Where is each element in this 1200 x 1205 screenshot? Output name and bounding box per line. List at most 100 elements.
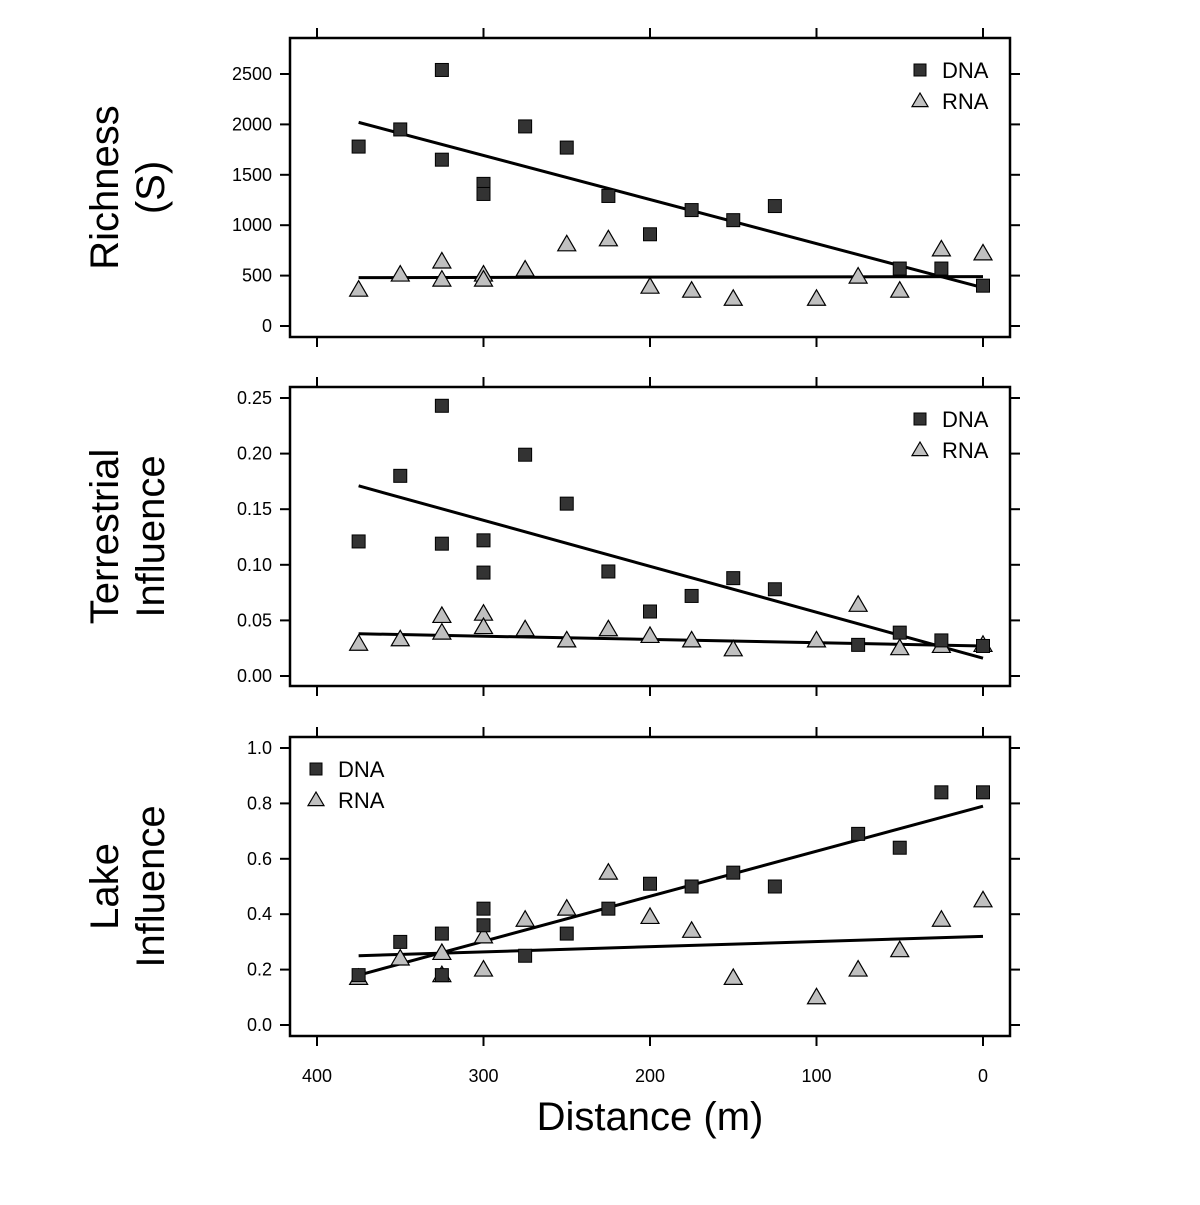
dna-point (934, 261, 949, 276)
rna-point (889, 280, 910, 298)
dna-series (351, 62, 990, 293)
rna-point (390, 948, 411, 966)
y-tick-label: 0.05 (237, 610, 272, 630)
dna-point (892, 261, 907, 276)
rna-point (473, 926, 494, 944)
x-tick-label: 100 (801, 1066, 831, 1086)
rna-point (681, 630, 702, 648)
dna-series (351, 398, 990, 653)
dna-point (851, 826, 866, 841)
rna-point (473, 616, 494, 635)
y-tick-label: 0.6 (247, 849, 272, 869)
y-tick-label: 500 (242, 266, 272, 286)
legend: DNA RNA (910, 407, 989, 463)
dna-point (601, 564, 616, 579)
dna-point (434, 926, 449, 941)
rna-point (639, 625, 661, 644)
dna-point (476, 918, 491, 933)
rna-point (390, 629, 411, 647)
legend-label-rna: RNA (942, 89, 989, 114)
y-axis-label-line: Influence (129, 805, 173, 967)
dna-point (434, 398, 449, 413)
dna-point (351, 534, 366, 549)
dna-point (393, 934, 408, 949)
x-tick-label: 0 (978, 1066, 988, 1086)
rna-point (431, 605, 452, 624)
dna-point (767, 582, 782, 597)
rna-point (889, 638, 910, 656)
rna-point (598, 862, 619, 880)
rna-point (806, 288, 827, 306)
rna-point (473, 959, 494, 977)
dna-point (684, 203, 699, 218)
rna-point (556, 898, 577, 916)
y-axis-label: Richness(S) (83, 105, 173, 270)
rna-point (889, 940, 910, 958)
dna-point (434, 62, 449, 77)
legend-marker-dna (913, 63, 927, 77)
rna-point (348, 279, 369, 297)
rna-fit-line (358, 275, 984, 280)
rna-point (515, 909, 536, 927)
rna-point (639, 906, 661, 925)
rna-point (390, 264, 411, 282)
y-tick-label: 0.0 (247, 1015, 272, 1035)
y-tick-label: 0.00 (237, 666, 272, 686)
rna-point (848, 594, 869, 612)
rna-point (681, 280, 702, 298)
rna-point (598, 229, 619, 247)
rna-point (931, 239, 952, 257)
y-axis-label-line: Terrestrial (83, 449, 127, 625)
legend-label-dna: DNA (942, 58, 989, 83)
y-tick-label: 2000 (232, 114, 272, 134)
dna-point (559, 140, 574, 155)
rna-point (931, 909, 952, 927)
rna-point (681, 920, 702, 938)
dna-point (726, 865, 741, 880)
dna-point (601, 901, 616, 916)
dna-point (393, 468, 408, 483)
dna-fit-line (358, 804, 984, 977)
rna-point (431, 942, 452, 961)
y-tick-label: 0.15 (237, 499, 272, 519)
legend-label-rna: RNA (942, 438, 989, 463)
y-tick-label: 0 (262, 316, 272, 336)
dna-fit-line (358, 120, 984, 290)
rna-point (598, 619, 619, 637)
rna-point (639, 276, 661, 294)
rna-series (348, 229, 994, 306)
panel-2: 0.00 0.05 0.10 0.15 0.20 0.25 TerrestrialInflu… (83, 377, 1020, 696)
dna-point (643, 227, 657, 242)
legend-label-dna: DNA (942, 407, 989, 432)
dna-point (351, 968, 366, 983)
dna-point (559, 496, 574, 511)
y-tick-label: 1000 (232, 215, 272, 235)
dna-point (934, 633, 949, 648)
x-tick-label: 300 (468, 1066, 498, 1086)
dna-point (518, 119, 533, 134)
y-axis-label-line: Influence (129, 455, 173, 617)
dna-point (351, 139, 366, 154)
dna-point (976, 785, 990, 800)
y-axis-label: TerrestrialInfluence (83, 449, 173, 625)
legend-marker-dna (309, 762, 323, 776)
legend-marker-dna (913, 412, 927, 426)
y-tick-label: 0.25 (237, 388, 272, 408)
dna-fit-line (358, 484, 984, 660)
rna-fit-line (358, 632, 984, 648)
y-tick-label: 0.4 (247, 904, 272, 924)
x-tick-label: 200 (635, 1066, 665, 1086)
dna-point (393, 122, 408, 137)
rna-point (806, 630, 827, 648)
legend-marker-rna (910, 91, 930, 108)
legend: DNA RNA (910, 58, 989, 114)
dna-point (434, 968, 449, 983)
rna-point (348, 633, 369, 651)
y-tick-label: 1500 (232, 165, 272, 185)
y-axis-label-line: Lake (83, 843, 127, 930)
panel-3: 0.0 0.2 0.4 0.6 0.8 1.0 LakeInfluence DNA RNA (83, 727, 1020, 1046)
rna-point (972, 243, 994, 261)
legend-label-rna: RNA (338, 788, 385, 813)
dna-point (976, 278, 990, 293)
